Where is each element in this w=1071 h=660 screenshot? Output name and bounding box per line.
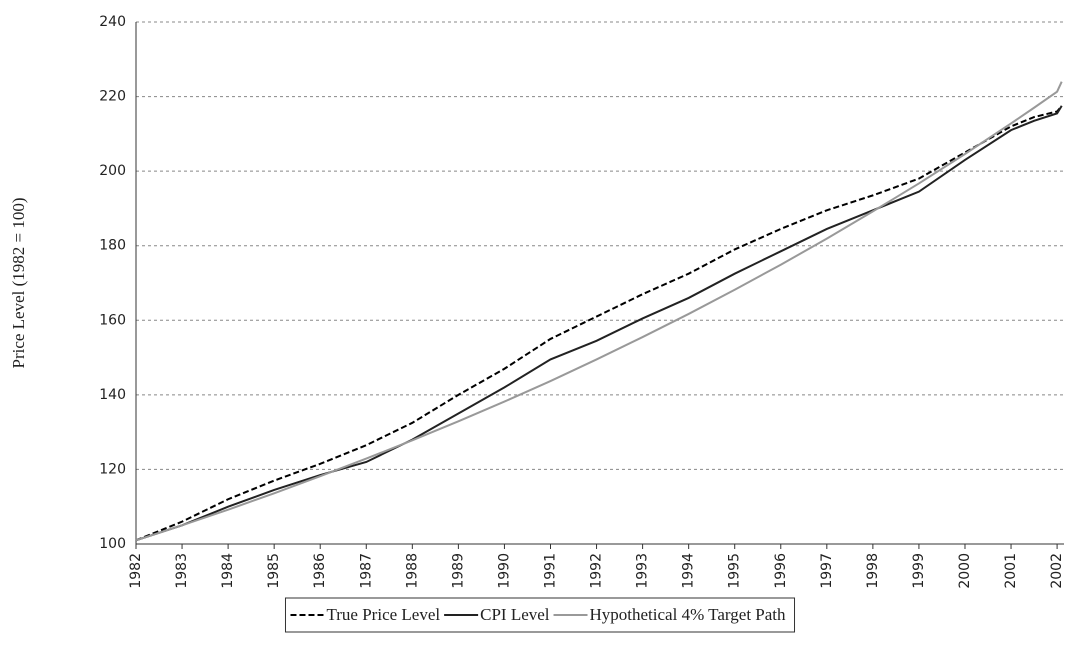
- series-line: [135, 105, 1063, 542]
- x-tick-label: 2002: [1049, 553, 1065, 589]
- x-tick-label: 1994: [681, 553, 697, 589]
- x-tick-label: 1996: [773, 553, 789, 589]
- x-tick-label: 1985: [266, 553, 282, 589]
- x-tick-label: 1987: [358, 553, 374, 589]
- x-tick-label: 1988: [404, 553, 420, 589]
- legend-box: [284, 597, 796, 633]
- x-tick-label: 2000: [957, 553, 973, 589]
- x-tick-label: 1984: [220, 553, 236, 589]
- y-tick-label: 120: [99, 461, 126, 477]
- x-tick-label: 1992: [589, 553, 605, 589]
- y-tick-label: 100: [99, 536, 126, 552]
- x-tick-label: 1991: [542, 553, 558, 589]
- y-tick-label: 180: [99, 238, 126, 254]
- y-axis-label: Price Level (1982 = 100): [9, 197, 28, 368]
- x-tick-label: 1995: [727, 553, 743, 589]
- legend-label: True Price Level: [326, 605, 440, 624]
- x-tick-label: 1986: [312, 553, 328, 589]
- y-tick-label: 240: [99, 14, 126, 30]
- series-line: [135, 81, 1063, 542]
- legend-label: CPI Level: [480, 605, 550, 624]
- y-tick-label: 200: [99, 163, 126, 179]
- x-tick-label: 1990: [496, 553, 512, 589]
- x-tick-label: 1998: [865, 553, 881, 589]
- y-tick-label: 220: [99, 89, 126, 105]
- x-tick-label: 1997: [819, 553, 835, 589]
- x-tick-label: 1989: [450, 553, 466, 589]
- x-tick-label: 2001: [1003, 553, 1019, 589]
- x-tick-label: 1999: [911, 553, 927, 589]
- series-line: [135, 105, 1063, 542]
- y-tick-label: 140: [99, 387, 126, 403]
- x-tick-label: 1983: [174, 553, 190, 589]
- x-tick-label: 1982: [128, 553, 144, 589]
- y-tick-label: 160: [99, 312, 126, 328]
- x-tick-label: 1993: [635, 553, 651, 589]
- legend-label: Hypothetical 4% Target Path: [590, 605, 786, 624]
